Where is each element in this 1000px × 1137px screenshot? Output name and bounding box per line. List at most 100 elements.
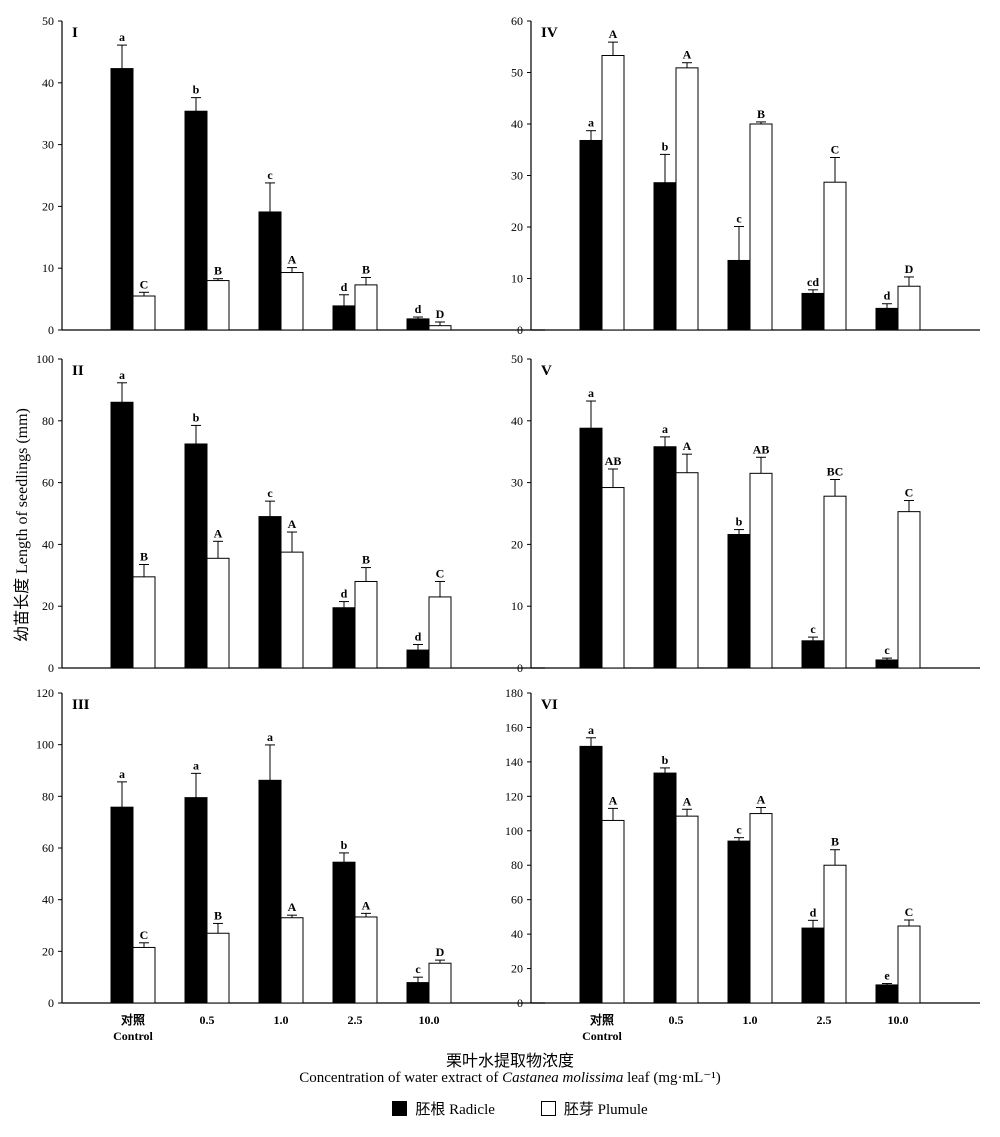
significance-letter: B: [362, 262, 370, 276]
y-tick-label: 40: [42, 76, 54, 90]
significance-letter: d: [341, 280, 348, 294]
y-tick-label: 50: [511, 66, 523, 80]
plumule-bar: [428, 962, 452, 1004]
y-tick-label: 140: [505, 755, 523, 769]
radicle-bar: [727, 259, 751, 331]
significance-letter: b: [193, 410, 200, 424]
significance-letter: c: [736, 211, 742, 225]
panel-label: III: [72, 697, 90, 713]
significance-letter: cd: [807, 275, 819, 289]
panel-label: V: [541, 363, 552, 379]
x-tick-sublabel: Control: [113, 1029, 153, 1043]
significance-letter: a: [662, 422, 668, 436]
significance-letter: A: [288, 517, 297, 531]
panel-label: VI: [541, 697, 558, 713]
y-tick-label: 120: [36, 686, 54, 700]
significance-letter: C: [905, 905, 914, 919]
significance-letter: d: [884, 289, 891, 303]
significance-letter: B: [214, 264, 222, 278]
significance-letter: AB: [605, 454, 622, 468]
x-tick-label: 对照: [121, 1012, 145, 1027]
plumule-bar: [601, 55, 625, 331]
panel-label: II: [72, 363, 84, 379]
radicle-swatch: [392, 1101, 408, 1116]
y-tick-label: 0: [48, 996, 54, 1010]
panel-label: IV: [541, 25, 558, 41]
significance-letter: A: [757, 793, 766, 807]
x-axis-label-english: Concentration of water extract of Castan…: [0, 1068, 1000, 1087]
radicle-bar: [258, 779, 282, 1004]
significance-letter: A: [609, 793, 618, 807]
y-tick-label: 20: [42, 199, 54, 213]
y-tick-label: 50: [42, 14, 54, 28]
x-tick-sublabel: Control: [582, 1029, 622, 1043]
significance-letter: d: [415, 302, 422, 316]
plumule-bar: [675, 815, 699, 1004]
legend-item-plumule: 胚芽 Plumule: [540, 1098, 648, 1119]
radicle-bar: [875, 659, 899, 669]
radicle-bar: [258, 516, 282, 669]
radicle-bar: [406, 318, 430, 331]
radicle-bar: [332, 305, 356, 331]
significance-letter: D: [436, 307, 445, 321]
significance-letter: A: [609, 27, 618, 41]
x-tick-label: 0.5: [200, 1013, 215, 1027]
y-tick-label: 10: [511, 599, 523, 613]
significance-letter: b: [662, 139, 669, 153]
significance-letter: b: [193, 83, 200, 97]
plumule-bar: [749, 123, 773, 331]
y-tick-label: 160: [505, 720, 523, 734]
significance-letter: D: [905, 262, 914, 276]
significance-letter: A: [683, 794, 692, 808]
y-tick-label: 50: [511, 352, 523, 366]
plumule-bar: [897, 925, 921, 1004]
y-tick-label: 0: [517, 661, 523, 675]
legend-label-plumule: 胚芽 Plumule: [563, 1102, 648, 1118]
radicle-bar: [653, 772, 677, 1004]
radicle-bar: [727, 840, 751, 1004]
x-tick-label: 10.0: [419, 1013, 440, 1027]
y-tick-label: 20: [511, 962, 523, 976]
significance-letter: A: [683, 439, 692, 453]
x-tick-label: 2.5: [348, 1013, 363, 1027]
plumule-bar: [280, 551, 304, 669]
plumule-bar: [132, 946, 156, 1004]
plumule-bar: [749, 472, 773, 669]
plumule-bar: [280, 917, 304, 1004]
plumule-bar: [749, 813, 773, 1004]
x-tick-label: 10.0: [888, 1013, 909, 1027]
radicle-bar: [406, 649, 430, 669]
significance-letter: D: [436, 945, 445, 959]
significance-letter: C: [436, 566, 445, 580]
plumule-bar: [823, 181, 847, 331]
plumule-bar: [280, 272, 304, 331]
significance-letter: B: [140, 549, 148, 563]
significance-letter: a: [119, 30, 125, 44]
plumule-bar: [354, 580, 378, 669]
y-tick-label: 60: [42, 476, 54, 490]
plumule-bar: [675, 472, 699, 669]
significance-letter: b: [662, 753, 669, 767]
significance-letter: d: [341, 587, 348, 601]
y-tick-label: 180: [505, 686, 523, 700]
significance-letter: C: [831, 142, 840, 156]
x-tick-label: 2.5: [817, 1013, 832, 1027]
significance-letter: A: [288, 253, 297, 267]
legend-label-radicle: 胚根 Radicle: [415, 1102, 495, 1118]
significance-letter: c: [267, 168, 273, 182]
significance-letter: d: [415, 630, 422, 644]
radicle-bar: [801, 292, 825, 331]
radicle-bar: [184, 797, 208, 1004]
radicle-bar: [579, 139, 603, 331]
y-tick-label: 0: [517, 323, 523, 337]
y-tick-label: 10: [42, 261, 54, 275]
panel-label: I: [72, 25, 78, 41]
y-tick-label: 10: [511, 272, 523, 286]
y-tick-label: 40: [511, 927, 523, 941]
plumule-bar: [601, 487, 625, 669]
plumule-bar: [354, 284, 378, 331]
x-axis-label-english-unit: leaf (mg·mL⁻¹): [623, 1070, 721, 1086]
significance-letter: d: [810, 905, 817, 919]
significance-letter: b: [341, 838, 348, 852]
